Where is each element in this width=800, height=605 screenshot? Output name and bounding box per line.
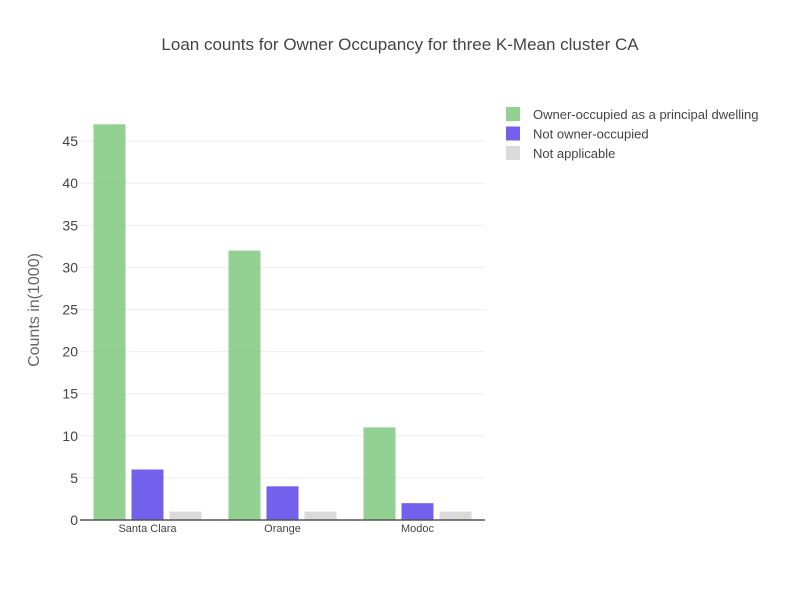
bar: [131, 469, 164, 520]
bar: [363, 427, 396, 520]
bar: [304, 511, 337, 520]
bar: [228, 250, 261, 520]
y-tick-label: 5: [70, 470, 78, 486]
y-tick-label: 25: [62, 302, 78, 318]
legend: Owner-occupied as a principal dwelling No…: [506, 107, 758, 161]
x-tick-label: Modoc: [401, 523, 435, 535]
y-tick-label: 30: [62, 259, 78, 275]
chart-title: Loan counts for Owner Occupancy for thre…: [161, 35, 639, 54]
bar: [266, 486, 299, 520]
y-axis-label: Counts in(1000): [26, 253, 43, 367]
legend-label: Not owner-occupied: [533, 127, 649, 142]
gridlines: [80, 140, 485, 479]
legend-label: Owner-occupied as a principal dwelling: [533, 107, 758, 122]
y-tick-label: 0: [70, 512, 78, 528]
y-tick-label: 35: [62, 217, 78, 233]
y-tick-label: 10: [62, 428, 78, 444]
bar: [169, 511, 202, 520]
axes: 0 5 10 15 20 25 30 35 40 45 Santa Clara Orange Modoc: [62, 133, 485, 535]
legend-label: Not applicable: [533, 146, 615, 161]
x-tick-label: Santa Clara: [118, 523, 177, 535]
y-tick-label: 45: [62, 133, 78, 149]
x-tick-label: Orange: [264, 523, 301, 535]
legend-swatch: [506, 126, 520, 141]
bar: [93, 124, 126, 520]
bar: [439, 511, 472, 520]
y-tick-label: 40: [62, 175, 78, 191]
legend-swatch: [506, 107, 520, 121]
bar: [401, 503, 434, 520]
y-tick-label: 20: [62, 344, 78, 360]
bars: [93, 124, 472, 520]
legend-swatch: [506, 146, 520, 160]
y-tick-label: 15: [62, 386, 78, 402]
